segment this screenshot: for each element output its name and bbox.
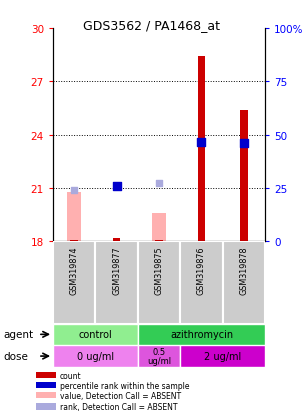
Bar [68, 193, 81, 242]
Text: azithromycin: azithromycin [170, 330, 233, 339]
Bar [95, 242, 138, 324]
Bar [180, 345, 265, 368]
Text: GSM319874: GSM319874 [70, 246, 79, 294]
Point [157, 180, 161, 186]
Text: GSM319875: GSM319875 [155, 246, 164, 294]
Text: GSM319877: GSM319877 [112, 246, 121, 294]
Bar [53, 242, 95, 324]
Point [114, 183, 119, 190]
Bar [36, 404, 56, 410]
Text: 0 ug/ml: 0 ug/ml [77, 351, 114, 361]
Point [241, 141, 246, 147]
Point [72, 187, 77, 194]
Bar [53, 324, 138, 345]
Text: percentile rank within the sample: percentile rank within the sample [60, 381, 189, 390]
Bar [138, 242, 180, 324]
Bar [180, 242, 223, 324]
Bar [198, 57, 205, 242]
Text: 2 ug/ml: 2 ug/ml [204, 351, 241, 361]
Bar [138, 345, 180, 368]
Bar [240, 110, 248, 242]
Text: value, Detection Call = ABSENT: value, Detection Call = ABSENT [60, 391, 181, 400]
Text: rank, Detection Call = ABSENT: rank, Detection Call = ABSENT [60, 402, 177, 411]
Text: agent: agent [3, 330, 33, 339]
Bar [53, 345, 138, 368]
Bar [36, 382, 56, 389]
Bar [223, 242, 265, 324]
Text: GDS3562 / PA1468_at: GDS3562 / PA1468_at [83, 19, 220, 31]
Bar [36, 372, 56, 378]
Text: GSM319878: GSM319878 [239, 246, 248, 294]
Bar [152, 213, 166, 242]
Text: count: count [60, 371, 82, 380]
Point [199, 139, 204, 146]
Bar [113, 238, 121, 242]
Text: 0.5
ug/ml: 0.5 ug/ml [147, 347, 171, 366]
Text: dose: dose [3, 351, 28, 361]
Text: GSM319876: GSM319876 [197, 246, 206, 294]
Bar [155, 241, 163, 242]
Bar [70, 241, 78, 242]
Text: control: control [78, 330, 112, 339]
Bar [36, 392, 56, 399]
Bar [138, 324, 265, 345]
